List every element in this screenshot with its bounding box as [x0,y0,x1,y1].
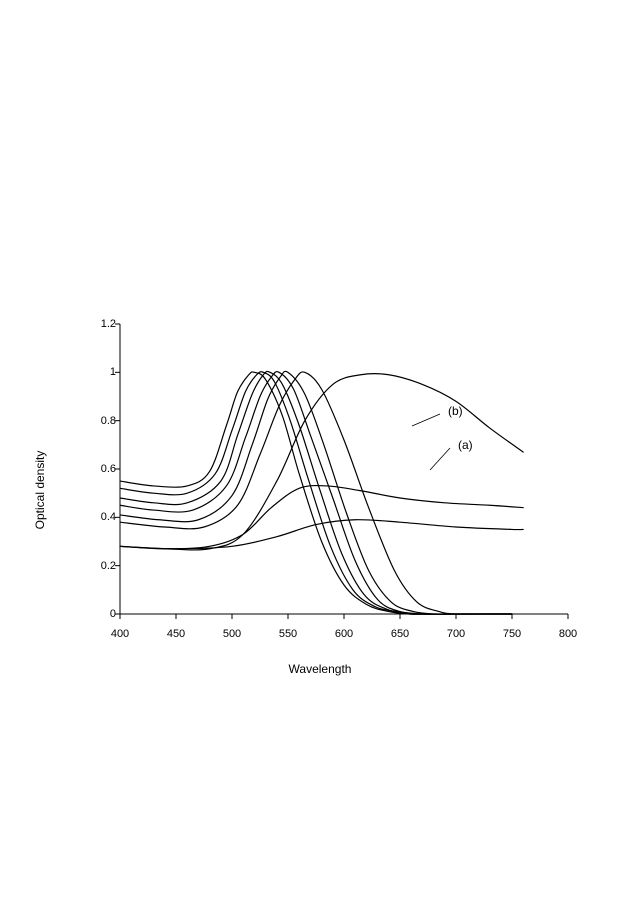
spectral-chart: Optical density Wavelength 00.20.40.60.8… [60,310,580,670]
x-tick: 800 [559,628,577,640]
y-tick: 0.2 [101,560,116,572]
x-tick: 550 [279,628,297,640]
y-tick: 1 [110,366,116,378]
annotation-b: (b) [448,404,463,418]
y-tick: 0 [110,608,116,620]
x-axis-label: Wavelength [289,662,352,676]
y-tick: 0.6 [101,463,116,475]
x-tick: 700 [447,628,465,640]
series-s9_flat_low [120,520,523,549]
x-tick: 750 [503,628,521,640]
annotation-a: (a) [458,438,473,452]
x-tick: 650 [391,628,409,640]
y-axis-label: Optical density [33,451,47,530]
x-tick: 500 [223,628,241,640]
y-tick: 0.4 [101,511,116,523]
x-tick: 400 [111,628,129,640]
x-tick: 450 [167,628,185,640]
y-tick: 0.8 [101,415,116,427]
x-tick: 600 [335,628,353,640]
chart-canvas [60,310,580,650]
page: { "chart": { "type": "line", "xlabel": "… [0,0,640,905]
y-tick: 1.2 [101,318,116,330]
